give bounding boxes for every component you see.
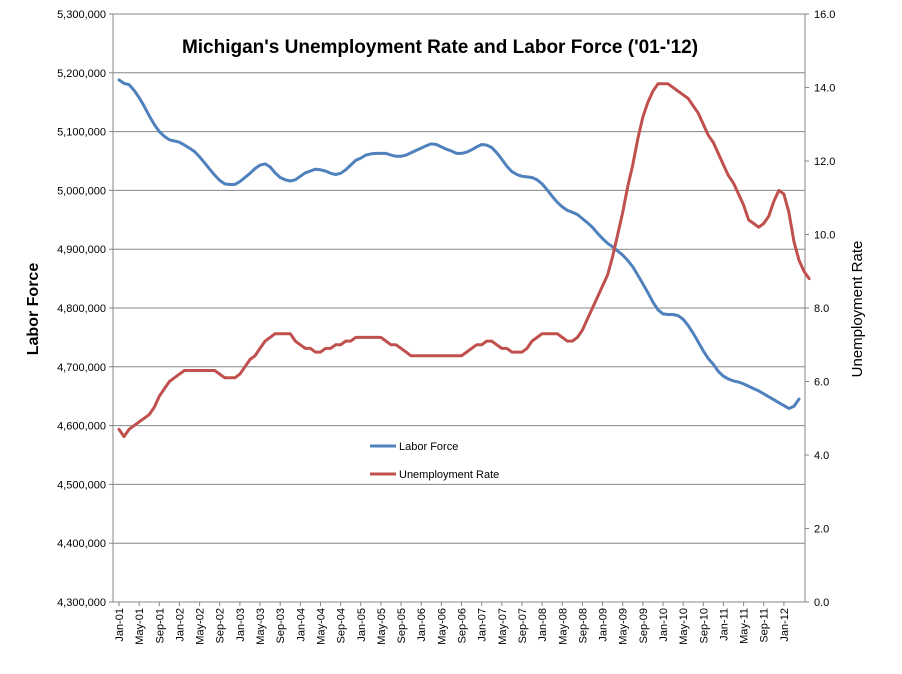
x-tick-label: May-05 [376,608,388,645]
x-tick-label: Jan-12 [779,608,791,642]
legend: Labor Force Unemployment Rate [370,441,499,481]
x-tick-label: Jan-06 [416,608,428,642]
left-tick-label: 4,600,000 [57,421,106,433]
x-tick-label: Sep-08 [577,608,589,643]
x-tick-label: Sep-03 [275,608,287,643]
x-tick-label: May-01 [134,608,146,645]
x-tick-label: May-11 [739,608,751,644]
left-tick-label: 5,000,000 [57,185,106,197]
x-tick-label: May-07 [497,608,509,645]
x-tick-label: Sep-01 [154,608,166,643]
left-axis: 4,300,000 4,400,000 4,500,000 4,600,000 4,70… [57,9,113,609]
x-tick-label: Jan-01 [114,608,126,642]
left-tick-label: 5,300,000 [57,9,106,21]
x-tick-label: Sep-05 [396,608,408,643]
x-tick-label: Sep-02 [215,608,227,643]
x-tick-label: Jan-10 [658,608,670,642]
x-tick-label: Sep-06 [457,608,469,643]
x-tick-label: Jan-04 [295,608,307,642]
x-tick-label: Jan-08 [537,608,549,642]
left-tick-label: 4,300,000 [57,597,106,609]
x-tick-label: May-06 [436,608,448,645]
x-tick-label: May-10 [678,608,690,645]
legend-label-labor-force: Labor Force [399,441,458,453]
right-axis-title: Unemployment Rate [849,241,866,378]
chart-title: Michigan's Unemployment Rate and Labor F… [182,37,698,58]
right-axis: 0.0 2.0 4.0 6.0 8.0 10.0 12.0 14.0 16.0 [805,9,835,609]
x-tick-label: Sep-04 [336,608,348,643]
x-tick-label: Sep-11 [759,608,771,643]
left-tick-label: 4,800,000 [57,303,106,315]
right-tick-label: 6.0 [814,377,829,389]
right-tick-label: 14.0 [814,83,835,95]
gridlines [113,72,805,544]
right-tick-label: 16.0 [814,9,835,21]
x-tick-label: Jan-03 [235,608,247,642]
right-tick-label: 8.0 [814,303,829,315]
x-tick-label: May-04 [315,608,327,645]
x-axis: Jan-01 May-01 Sep-01 Jan-02 May-02 Sep-02 Jan-… [114,602,791,645]
left-tick-label: 4,900,000 [57,244,106,256]
x-tick-label: May-08 [557,608,569,645]
x-tick-label: Sep-10 [698,608,710,643]
x-tick-label: Sep-07 [517,608,529,643]
x-tick-label: Jan-07 [477,608,489,642]
right-tick-label: 4.0 [814,450,829,462]
left-tick-label: 5,200,000 [57,68,106,80]
x-tick-label: May-02 [195,608,207,645]
x-tick-label: May-09 [618,608,630,645]
right-tick-label: 10.0 [814,230,835,242]
left-tick-label: 5,100,000 [57,127,106,139]
right-tick-label: 0.0 [814,597,829,609]
left-tick-label: 4,700,000 [57,362,106,374]
x-tick-label: Sep-09 [638,608,650,643]
series-line-labor-force [117,78,801,410]
left-tick-label: 4,400,000 [57,538,106,550]
right-tick-label: 2.0 [814,524,829,536]
series-line-unemployment-rate [117,82,811,439]
x-tick-label: Jan-02 [174,608,186,642]
right-tick-label: 12.0 [814,156,835,168]
x-tick-label: Jan-05 [356,608,368,642]
x-tick-label: Jan-11 [718,608,730,641]
x-tick-label: May-03 [255,608,267,645]
x-tick-label: Jan-09 [598,608,610,642]
legend-label-unemployment-rate: Unemployment Rate [399,469,499,481]
left-axis-title: Labor Force [25,263,42,356]
left-tick-label: 4,500,000 [57,479,106,491]
series-layer [117,78,811,439]
